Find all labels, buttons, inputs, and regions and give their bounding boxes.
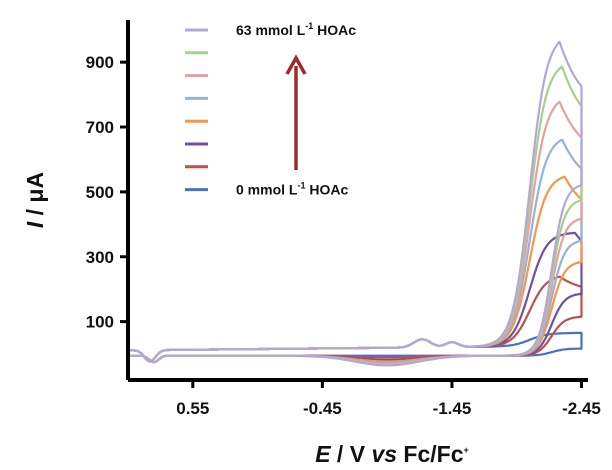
series-line-2 [128,231,583,364]
axis-titles: E / V vs Fc/Fc+ I / μA [22,172,469,467]
y-tick-label: 300 [86,248,114,267]
y-tick-label: 700 [86,118,114,137]
y-axis-title: I / μA [22,172,48,228]
series-curves [128,40,583,367]
y-tick-label: 900 [86,53,114,72]
series-line-7 [128,40,583,367]
y-tick-label: 500 [86,183,114,202]
x-tick-label: -2.45 [562,399,601,418]
x-axis-title: E / V vs Fc/Fc+ [315,441,469,467]
legend-label-top: 63 mmol L-1 HOAc [236,21,356,38]
x-tick-label: -0.45 [303,399,342,418]
series-line-3 [128,175,583,364]
legend: 63 mmol L-1 HOAc 0 mmol L-1 HOAc [185,21,356,198]
x-tick-label: -1.45 [433,399,472,418]
series-line-4 [128,138,583,365]
arrow-head-icon [285,54,307,75]
legend-label-bottom: 0 mmol L-1 HOAc [236,181,348,198]
y-tick-label: 100 [86,313,114,332]
axes: 100 300 500 700 900 0.55 -0.45 -1.45 -2.45 [86,20,601,418]
x-tick-label: 0.55 [176,399,209,418]
